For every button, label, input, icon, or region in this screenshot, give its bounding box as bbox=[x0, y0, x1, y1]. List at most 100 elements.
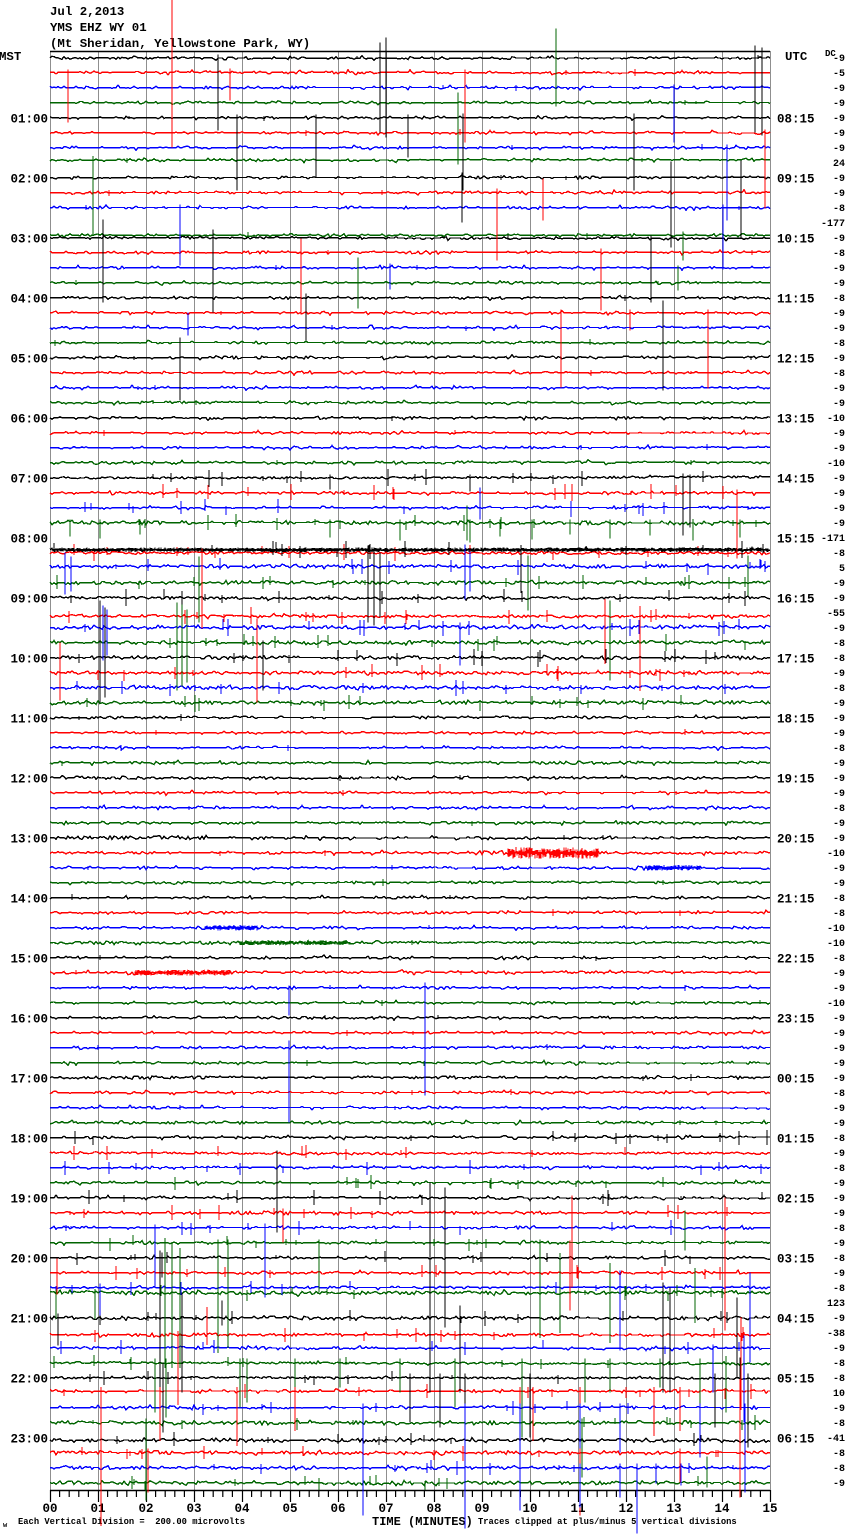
svg-text:23:15: 23:15 bbox=[777, 1012, 815, 1026]
svg-text:-9: -9 bbox=[833, 714, 845, 725]
svg-text:06:15: 06:15 bbox=[777, 1432, 815, 1446]
svg-text:-8: -8 bbox=[833, 744, 845, 755]
svg-text:01:00: 01:00 bbox=[10, 112, 48, 126]
svg-text:12: 12 bbox=[618, 1502, 633, 1516]
svg-text:-8: -8 bbox=[833, 1464, 845, 1475]
svg-text:17:15: 17:15 bbox=[777, 652, 815, 666]
svg-text:-8: -8 bbox=[833, 204, 845, 215]
svg-text:-9: -9 bbox=[833, 1179, 845, 1190]
svg-text:-8: -8 bbox=[833, 549, 845, 560]
svg-text:-8: -8 bbox=[833, 1224, 845, 1235]
svg-text:-171: -171 bbox=[821, 534, 845, 545]
svg-text:16:00: 16:00 bbox=[10, 1012, 48, 1026]
svg-text:15:15: 15:15 bbox=[777, 532, 815, 546]
svg-text:-9: -9 bbox=[833, 309, 845, 320]
svg-text:-9: -9 bbox=[833, 1479, 845, 1490]
svg-text:18:00: 18:00 bbox=[10, 1132, 48, 1146]
svg-text:06:00: 06:00 bbox=[10, 412, 48, 426]
svg-text:01: 01 bbox=[90, 1502, 105, 1516]
svg-text:04:15: 04:15 bbox=[777, 1312, 815, 1326]
svg-text:-9: -9 bbox=[833, 474, 845, 485]
svg-text:18:15: 18:15 bbox=[777, 712, 815, 726]
svg-text:16:15: 16:15 bbox=[777, 592, 815, 606]
svg-text:-9: -9 bbox=[833, 669, 845, 680]
svg-text:10: 10 bbox=[522, 1502, 537, 1516]
svg-text:-8: -8 bbox=[833, 1089, 845, 1100]
svg-text:-9: -9 bbox=[833, 444, 845, 455]
svg-text:-9: -9 bbox=[833, 819, 845, 830]
svg-text:-9: -9 bbox=[833, 1239, 845, 1250]
svg-text:05:00: 05:00 bbox=[10, 352, 48, 366]
svg-text:-9: -9 bbox=[833, 114, 845, 125]
svg-text:Jul 2,2013: Jul 2,2013 bbox=[50, 5, 124, 19]
svg-text:00: 00 bbox=[42, 1502, 57, 1516]
svg-text:03:00: 03:00 bbox=[10, 232, 48, 246]
svg-text:00:15: 00:15 bbox=[777, 1072, 815, 1086]
svg-text:-8: -8 bbox=[833, 1164, 845, 1175]
svg-text:DC: DC bbox=[825, 49, 836, 59]
svg-text:123: 123 bbox=[827, 1299, 845, 1310]
svg-text:08:00: 08:00 bbox=[10, 532, 48, 546]
svg-text:-5: -5 bbox=[833, 69, 845, 80]
svg-text:-9: -9 bbox=[833, 99, 845, 110]
svg-text:-9: -9 bbox=[833, 1209, 845, 1220]
svg-text:-9: -9 bbox=[833, 129, 845, 140]
svg-text:-8: -8 bbox=[833, 1284, 845, 1295]
svg-text:23:00: 23:00 bbox=[10, 1432, 48, 1446]
svg-text:-10: -10 bbox=[827, 924, 845, 935]
svg-text:17:00: 17:00 bbox=[10, 1072, 48, 1086]
svg-text:02: 02 bbox=[138, 1502, 153, 1516]
svg-text:02:15: 02:15 bbox=[777, 1192, 815, 1206]
svg-text:-8: -8 bbox=[833, 654, 845, 665]
svg-text:-9: -9 bbox=[833, 189, 845, 200]
svg-text:14:15: 14:15 bbox=[777, 472, 815, 486]
svg-text:-8: -8 bbox=[833, 684, 845, 695]
svg-text:Each Vertical Division = 200.: Each Vertical Division = 200.00 microvol… bbox=[18, 1517, 245, 1527]
svg-text:22:00: 22:00 bbox=[10, 1372, 48, 1386]
svg-text:10: 10 bbox=[833, 1389, 845, 1400]
svg-text:-9: -9 bbox=[833, 84, 845, 95]
svg-text:02:00: 02:00 bbox=[10, 172, 48, 186]
svg-text:-8: -8 bbox=[833, 294, 845, 305]
svg-text:-9: -9 bbox=[833, 729, 845, 740]
svg-text:-9: -9 bbox=[833, 984, 845, 995]
svg-text:-8: -8 bbox=[833, 954, 845, 965]
svg-text:-9: -9 bbox=[833, 1044, 845, 1055]
svg-text:-9: -9 bbox=[833, 429, 845, 440]
svg-text:w: w bbox=[3, 1522, 8, 1530]
svg-text:-9: -9 bbox=[833, 324, 845, 335]
svg-text:-55: -55 bbox=[827, 609, 845, 620]
svg-text:11:00: 11:00 bbox=[10, 712, 48, 726]
svg-text:01:15: 01:15 bbox=[777, 1132, 815, 1146]
svg-text:04: 04 bbox=[234, 1502, 250, 1516]
svg-text:03: 03 bbox=[186, 1502, 201, 1516]
svg-text:TIME (MINUTES): TIME (MINUTES) bbox=[372, 1515, 473, 1529]
svg-text:-9: -9 bbox=[833, 354, 845, 365]
svg-text:21:00: 21:00 bbox=[10, 1312, 48, 1326]
svg-text:-9: -9 bbox=[833, 489, 845, 500]
svg-text:-38: -38 bbox=[827, 1329, 845, 1340]
svg-text:13:00: 13:00 bbox=[10, 832, 48, 846]
svg-text:04:00: 04:00 bbox=[10, 292, 48, 306]
svg-text:-10: -10 bbox=[827, 939, 845, 950]
svg-text:-9: -9 bbox=[833, 1344, 845, 1355]
svg-text:-9: -9 bbox=[833, 789, 845, 800]
svg-text:20:15: 20:15 bbox=[777, 832, 815, 846]
svg-text:-10: -10 bbox=[827, 459, 845, 470]
svg-text:-9: -9 bbox=[833, 1074, 845, 1085]
svg-text:-9: -9 bbox=[833, 864, 845, 875]
svg-text:-177: -177 bbox=[821, 219, 845, 230]
svg-text:-9: -9 bbox=[833, 594, 845, 605]
svg-text:12:00: 12:00 bbox=[10, 772, 48, 786]
svg-text:15:00: 15:00 bbox=[10, 952, 48, 966]
svg-text:-9: -9 bbox=[833, 1404, 845, 1415]
svg-text:13: 13 bbox=[666, 1502, 681, 1516]
svg-text:-9: -9 bbox=[833, 969, 845, 980]
svg-text:09:15: 09:15 bbox=[777, 172, 815, 186]
svg-text:10:15: 10:15 bbox=[777, 232, 815, 246]
svg-text:-8: -8 bbox=[833, 1374, 845, 1385]
svg-text:-9: -9 bbox=[833, 879, 845, 890]
svg-text:05:15: 05:15 bbox=[777, 1372, 815, 1386]
svg-text:-8: -8 bbox=[833, 639, 845, 650]
svg-text:05: 05 bbox=[282, 1502, 297, 1516]
